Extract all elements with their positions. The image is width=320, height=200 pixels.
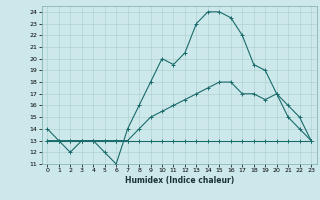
X-axis label: Humidex (Indice chaleur): Humidex (Indice chaleur) bbox=[124, 176, 234, 185]
